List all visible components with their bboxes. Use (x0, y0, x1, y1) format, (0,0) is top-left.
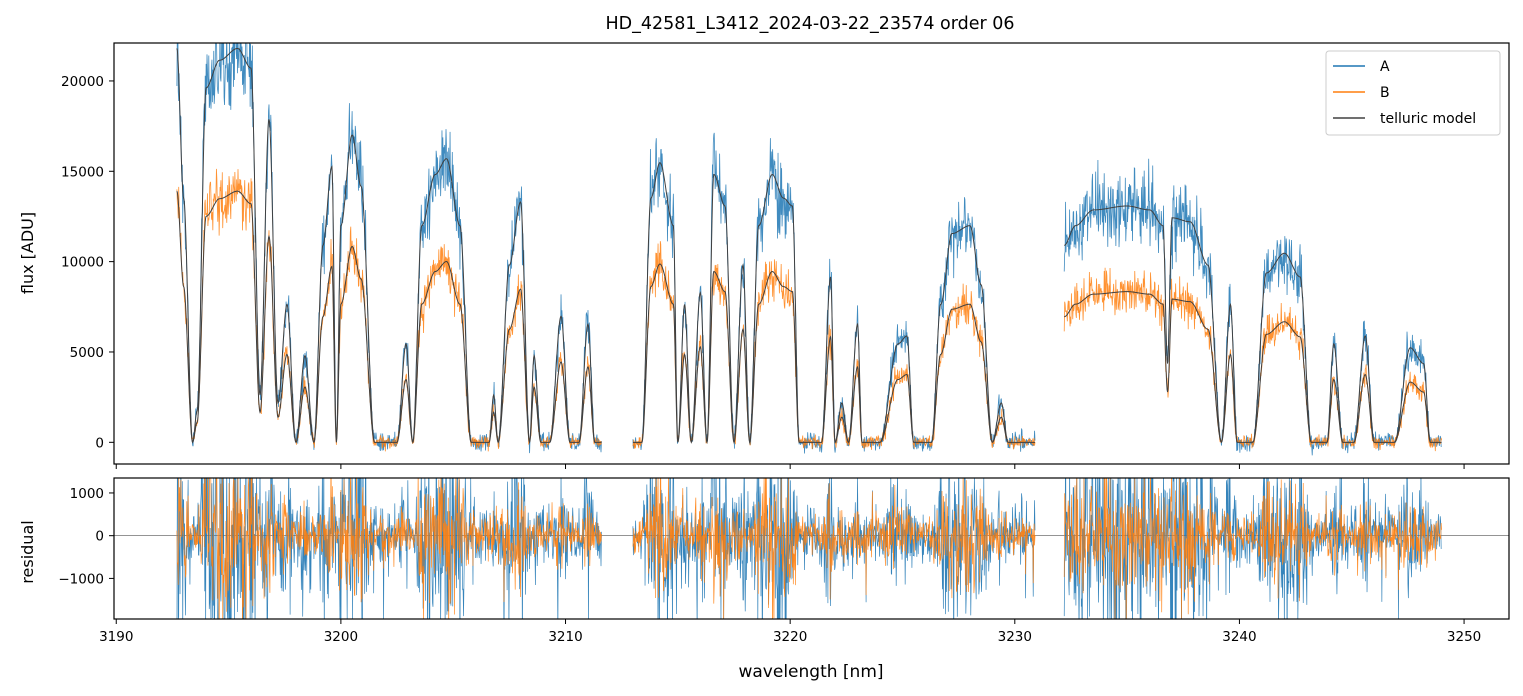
spectrum-axes-frame (113, 42, 1510, 465)
x-tick-label: 3250 (1447, 629, 1481, 645)
x-tick-label: 3200 (324, 629, 358, 645)
residual-b-line (176, 478, 1442, 619)
legend-label-b: B (1380, 85, 1390, 101)
x-axis-label: wavelength [nm] (738, 662, 883, 682)
legend-label-model: telluric model (1380, 111, 1476, 127)
x-tick-label: 3190 (99, 629, 133, 645)
x-tick-label: 3240 (1222, 629, 1256, 645)
legend: A B telluric model (1325, 50, 1501, 136)
residual-y-tick-label: −1000 (58, 571, 104, 587)
x-tick-label: 3210 (548, 629, 582, 645)
spectrum-y-tick-label: 5000 (70, 345, 104, 361)
x-tick-label: 3220 (773, 629, 807, 645)
residual-y-axis-label: residual (18, 520, 37, 583)
x-tick-label: 3230 (998, 629, 1032, 645)
residual-axes-frame (113, 477, 1510, 620)
residual-y-tick-label: 1000 (70, 486, 104, 502)
spectrum-y-tick-label: 0 (95, 435, 104, 451)
spectrum-panel: 0 5000 10000 15000 20000 flux [ADU] A B tell… (18, 42, 1510, 469)
chart-title: HD_42581_L3412_2024-03-22_23574 order 06 (605, 14, 1014, 34)
spectrum-y-tick-label: 10000 (61, 255, 104, 271)
spectrum-y-axis-label: flux [ADU] (18, 212, 37, 294)
residual-y-tick-label: 0 (95, 529, 104, 545)
spectrum-y-tick-label: 20000 (61, 74, 104, 90)
telluric-model-line (176, 47, 1442, 445)
legend-label-a: A (1380, 59, 1390, 75)
spectrum-y-tick-label: 15000 (61, 164, 104, 180)
